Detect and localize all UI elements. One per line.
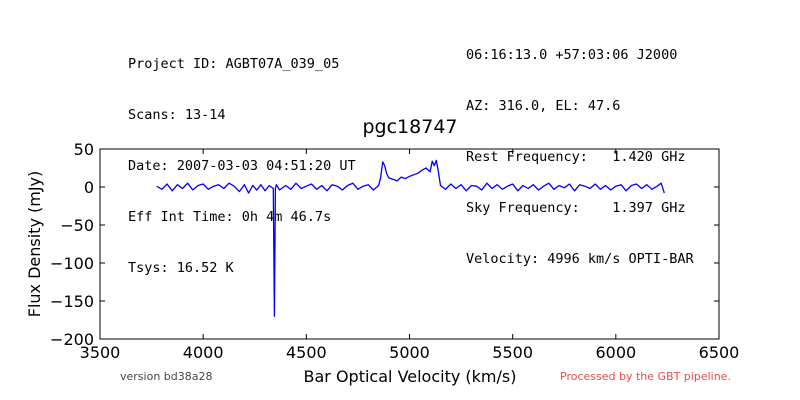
y-tick-label: 50 [74,140,94,159]
velocity-text: Velocity: 4996 km/s OPTI-BAR [466,251,694,267]
y-axis-label: Flux Density (mJy) [25,171,44,318]
x-tick-label: 3500 [80,343,121,362]
az-el-text: AZ: 316.0, EL: 47.6 [466,98,621,114]
scans-text: Scans: 13-14 [128,107,226,123]
x-tick-label: 6000 [595,343,636,362]
project-id-text: Project ID: AGBT07A_039_05 [128,56,340,72]
y-tick-label: −50 [60,216,94,235]
y-tick-label: −150 [50,292,94,311]
eff-int-time-text: Eff Int Time: 0h 4m 46.7s [128,209,332,225]
observation-info-left: Project ID: AGBT07A_039_05 Scans: 13-14 … [128,22,356,294]
version-label: version bd38a28 [120,370,213,383]
tsys-text: Tsys: 16.52 K [128,260,234,276]
x-tick-label: 5000 [389,343,430,362]
y-tick-label: 0 [84,178,94,197]
sky-frequency-text: Sky Frequency: 1.397 GHz [466,200,686,216]
x-tick-label: 4000 [183,343,224,362]
chart-title: pgc18747 [362,116,457,138]
plot-frame [99,148,720,340]
pipeline-credit: Processed by the GBT pipeline. [560,370,731,383]
y-tick-label: −100 [50,254,94,273]
spectrum-line [156,159,665,317]
observation-info-right: 06:16:13.0 +57:03:06 J2000 AZ: 316.0, EL… [466,13,694,285]
x-tick-label: 6500 [699,343,740,362]
date-text: Date: 2007-03-03 04:51:20 UT [128,158,356,174]
y-tick-label: −200 [50,330,94,349]
rest-frequency-text: Rest Frequency: 1.420 GHz [466,149,686,165]
x-tick-label: 4500 [286,343,327,362]
x-axis-label: Bar Optical Velocity (km/s) [304,367,517,386]
x-tick-label: 5500 [492,343,533,362]
coordinates-text: 06:16:13.0 +57:03:06 J2000 [466,47,678,63]
